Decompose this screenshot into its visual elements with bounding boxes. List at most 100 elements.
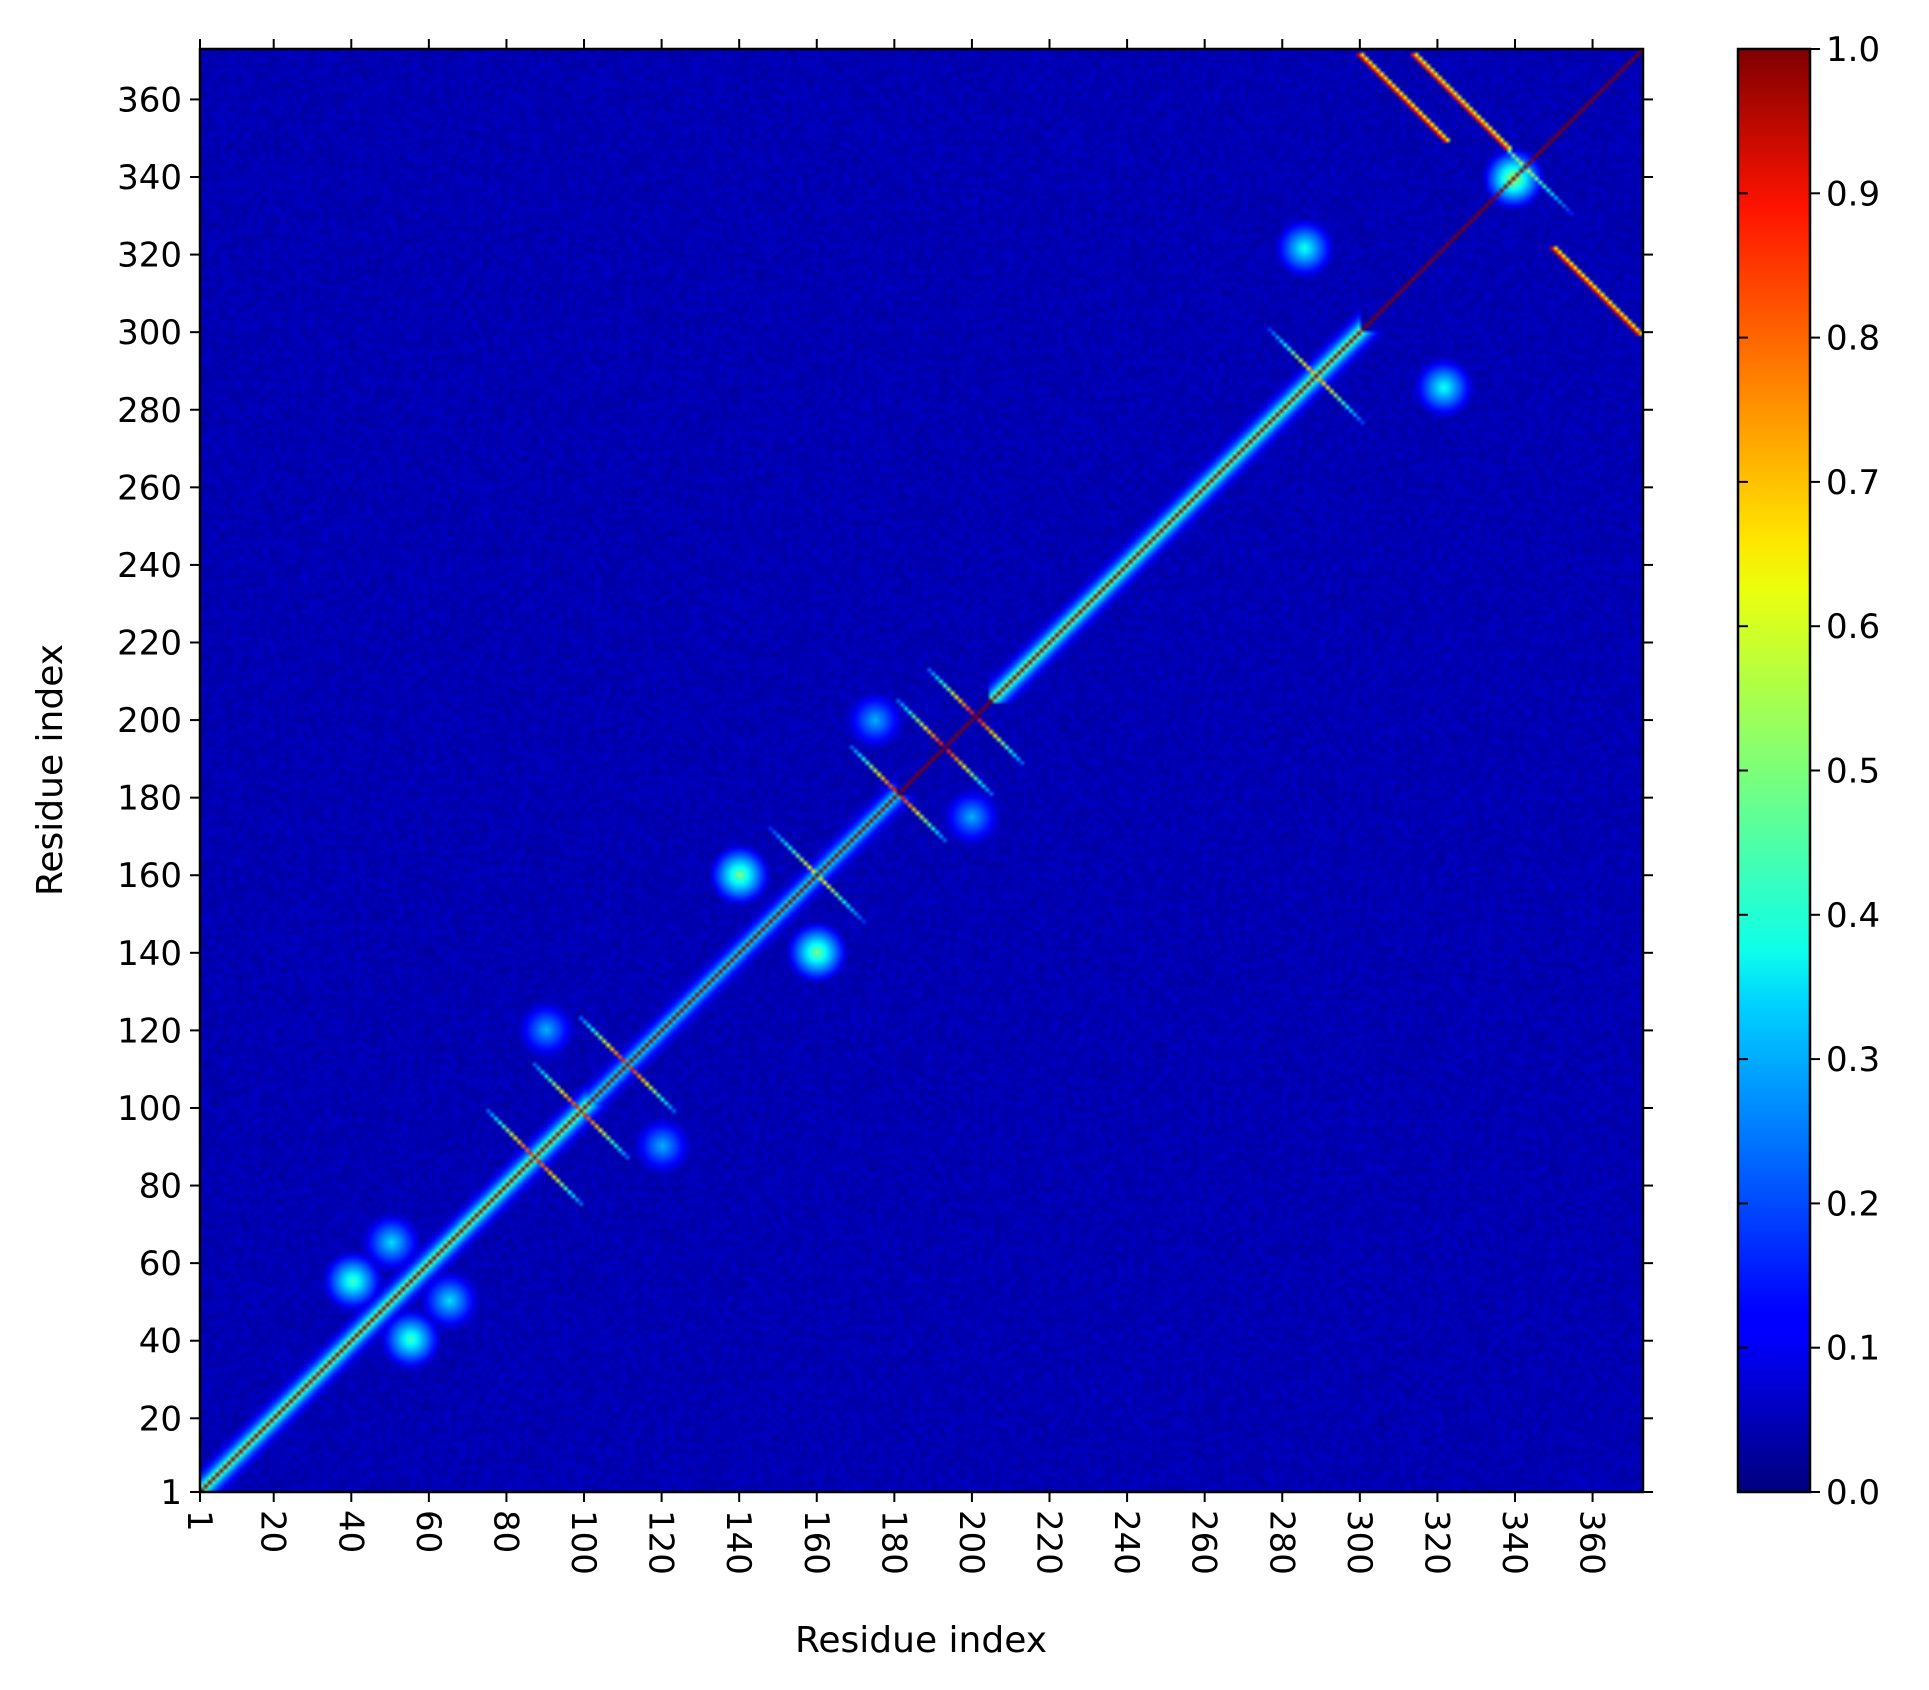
y-tick-label: 220 (117, 623, 182, 663)
y-tick-label: 20 (139, 1399, 182, 1439)
colorbar-tick: 0.3 (1738, 1040, 1880, 1080)
x-tick-label: 160 (796, 1510, 836, 1575)
x-tick: 360 (1572, 39, 1612, 1575)
y-axis-title: Residue index (30, 644, 71, 896)
x-tick-label: 360 (1572, 1510, 1612, 1575)
y-tick-label: 80 (139, 1167, 182, 1207)
y-tick: 200 (117, 701, 1653, 741)
x-tick-label: 200 (951, 1510, 991, 1575)
colorbar-tick: 0.1 (1738, 1329, 1880, 1369)
x-axis-ticks: 1 20 40 60 80 100 120 140 160 180 200 220 240 260 280 3… (179, 39, 1612, 1575)
colorbar-tick-label: 0.9 (1826, 174, 1880, 214)
x-tick: 140 (718, 39, 758, 1575)
colorbar-tick-label: 0.2 (1826, 1184, 1880, 1224)
x-tick: 280 (1261, 39, 1301, 1575)
x-tick-label: 80 (485, 1510, 525, 1553)
colorbar-tick: 0.8 (1738, 319, 1880, 359)
y-tick-label: 40 (139, 1322, 182, 1362)
colorbar-tick-label: 0.6 (1826, 607, 1880, 647)
colorbar-tick-label: 0.0 (1826, 1473, 1880, 1513)
x-tick-label: 340 (1494, 1510, 1534, 1575)
x-tick: 200 (951, 39, 991, 1575)
x-tick-label: 240 (1106, 1510, 1146, 1575)
y-tick: 20 (139, 1399, 1653, 1439)
colorbar-tick: 0.5 (1738, 752, 1880, 792)
y-tick-label: 60 (139, 1244, 182, 1284)
y-tick-label: 260 (117, 468, 182, 508)
x-tick-label: 140 (718, 1510, 758, 1575)
y-tick-label: 240 (117, 546, 182, 586)
x-tick: 300 (1339, 39, 1379, 1575)
colorbar-tick: 0.6 (1738, 607, 1880, 647)
y-tick: 40 (139, 1322, 1653, 1362)
y-tick-label: 160 (117, 856, 182, 896)
y-tick: 320 (117, 236, 1653, 276)
y-tick: 180 (117, 779, 1653, 819)
x-tick: 260 (1184, 39, 1224, 1575)
x-axis-title: Residue index (795, 1620, 1047, 1661)
x-tick: 320 (1416, 39, 1456, 1575)
colorbar-gradient (1736, 47, 1812, 1494)
y-tick: 260 (117, 468, 1653, 508)
y-tick: 80 (139, 1167, 1653, 1207)
x-tick-label: 120 (641, 1510, 681, 1575)
x-tick: 100 (563, 39, 603, 1575)
x-tick: 180 (873, 39, 913, 1575)
heatmap-image (200, 49, 1643, 1492)
y-tick: 100 (117, 1089, 1653, 1129)
y-tick: 220 (117, 623, 1653, 663)
y-tick: 1 (160, 1473, 1653, 1513)
x-tick: 80 (485, 39, 525, 1553)
x-tick-label: 300 (1339, 1510, 1379, 1575)
y-axis-ticks: 1204060801001201401601802002202402602803… (117, 80, 1653, 1513)
y-tick: 240 (117, 546, 1653, 586)
colorbar-tick-label: 0.3 (1826, 1040, 1880, 1080)
x-tick-label: 260 (1184, 1510, 1224, 1575)
x-tick-label: 60 (408, 1510, 448, 1553)
colorbar: 0.0 0.1 0.2 0.3 0.4 0.5 0.6 0.7 0.8 0.9 1.0 (1736, 30, 1880, 1513)
y-tick-label: 120 (117, 1011, 182, 1051)
colorbar-tick: 0.4 (1738, 896, 1880, 936)
y-tick: 120 (117, 1011, 1653, 1051)
x-tick-label: 320 (1416, 1510, 1456, 1575)
x-tick: 240 (1106, 39, 1146, 1575)
colorbar-tick-label: 0.1 (1826, 1329, 1880, 1369)
x-tick-label: 180 (873, 1510, 913, 1575)
colorbar-ticks: 0.0 0.1 0.2 0.3 0.4 0.5 0.6 0.7 0.8 0.9 1.0 (1738, 30, 1880, 1513)
x-tick-label: 100 (563, 1510, 603, 1575)
colorbar-tick: 0.9 (1738, 174, 1880, 214)
colorbar-tick: 0.0 (1738, 1473, 1880, 1513)
x-tick: 60 (408, 39, 448, 1553)
colorbar-tick: 0.7 (1738, 463, 1880, 503)
y-tick-label: 300 (117, 313, 182, 353)
y-tick-label: 1 (160, 1473, 182, 1513)
colorbar-tick: 0.2 (1738, 1184, 1880, 1224)
x-tick: 120 (641, 39, 681, 1575)
y-tick: 140 (117, 934, 1653, 974)
heatmap-plot (198, 47, 1645, 1494)
y-tick: 340 (117, 158, 1653, 198)
x-tick: 220 (1029, 39, 1069, 1575)
y-tick-label: 100 (117, 1089, 182, 1129)
y-tick: 60 (139, 1244, 1653, 1284)
colorbar-tick-label: 1.0 (1826, 30, 1880, 70)
x-tick-label: 1 (179, 1510, 219, 1532)
x-tick: 340 (1494, 39, 1534, 1575)
x-tick: 1 (179, 39, 219, 1532)
y-tick: 360 (117, 80, 1653, 120)
x-tick-label: 20 (253, 1510, 293, 1553)
y-tick-label: 340 (117, 158, 182, 198)
y-tick-label: 360 (117, 80, 182, 120)
y-tick: 300 (117, 313, 1653, 353)
plot-frame (198, 47, 1645, 1494)
y-tick-label: 140 (117, 934, 182, 974)
y-tick: 160 (117, 856, 1653, 896)
y-tick: 280 (117, 391, 1653, 431)
y-tick-label: 200 (117, 701, 182, 741)
x-tick: 160 (796, 39, 836, 1575)
colorbar-tick-label: 0.4 (1826, 896, 1880, 936)
x-tick: 40 (330, 39, 370, 1553)
x-tick-label: 40 (330, 1510, 370, 1553)
colorbar-tick-label: 0.8 (1826, 319, 1880, 359)
